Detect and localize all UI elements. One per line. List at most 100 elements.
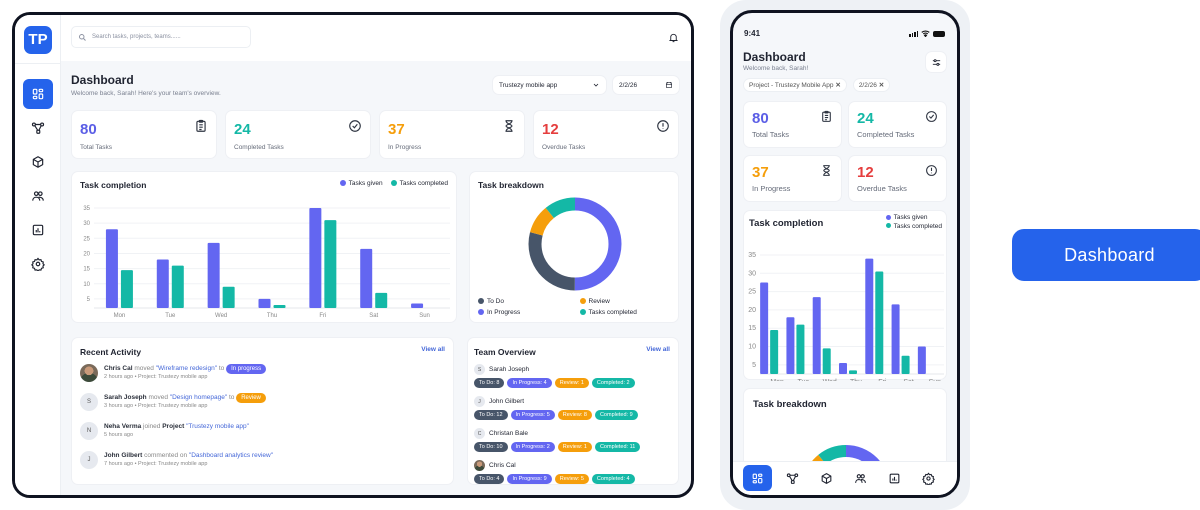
x-tick-label: Sun bbox=[419, 313, 430, 319]
project-select-value: Trustezy mobile app bbox=[499, 81, 558, 89]
search-placeholder: Search tasks, projects, teams...... bbox=[92, 34, 181, 40]
bar-tasks-given bbox=[865, 258, 874, 374]
report-icon bbox=[888, 472, 901, 485]
chart-title: Task completion bbox=[749, 218, 824, 229]
status-count-tag: To Do: 12 bbox=[474, 410, 508, 420]
y-tick-label: 35 bbox=[748, 252, 756, 259]
bell-icon[interactable] bbox=[668, 32, 679, 43]
date-picker[interactable]: 2/2/26 bbox=[612, 75, 680, 95]
x-tick-label: Wed bbox=[215, 313, 227, 319]
x-tick-label: Mon bbox=[114, 313, 126, 319]
close-icon: ✕ bbox=[878, 82, 885, 89]
x-tick-label: Tue bbox=[798, 379, 810, 381]
team-member: Chris Cal To Do: 4 In Progress: 9 Review: … bbox=[474, 460, 635, 484]
stat-label: In Progress bbox=[752, 184, 791, 193]
stat-label: In Progress bbox=[388, 144, 422, 151]
project-select[interactable]: Trustezy mobile app bbox=[492, 75, 607, 95]
filter-chip-project[interactable]: Project - Trustezy Mobile App ✕ bbox=[743, 78, 847, 92]
stat-label: Completed Tasks bbox=[857, 130, 915, 139]
bottom-nav-settings[interactable] bbox=[913, 465, 943, 491]
bar-tasks-given bbox=[156, 259, 169, 308]
stat-label: Overdue Tasks bbox=[542, 144, 586, 151]
sidebar-item-team[interactable] bbox=[23, 181, 53, 211]
clipboard-icon bbox=[194, 119, 208, 133]
signal-icon bbox=[909, 31, 918, 37]
bottom-nav-workflow[interactable] bbox=[777, 465, 807, 491]
status-time: 9:41 bbox=[744, 29, 761, 38]
bottom-nav-dashboard[interactable] bbox=[743, 465, 772, 491]
sidebar-item-settings[interactable] bbox=[23, 249, 53, 279]
slice-tasks-completed bbox=[802, 445, 890, 495]
page-title: Dashboard bbox=[71, 73, 134, 87]
y-tick-label: 5 bbox=[752, 362, 756, 369]
workflow-icon bbox=[31, 121, 45, 135]
slice-to-do bbox=[528, 197, 622, 291]
mobile-page-title: Dashboard bbox=[743, 50, 806, 64]
wifi-icon bbox=[921, 30, 930, 37]
stat-card: 80 Total Tasks bbox=[743, 101, 842, 148]
activity-target-link[interactable]: "Design homepage" bbox=[169, 394, 228, 401]
x-tick-label: Sat bbox=[903, 379, 914, 381]
avatar bbox=[474, 460, 485, 471]
bar-tasks-completed bbox=[171, 265, 184, 308]
activity-item: Chris Cal moved "Wireframe redesign" to … bbox=[80, 364, 267, 382]
stat-card: 80 Total Tasks bbox=[71, 110, 217, 159]
sidebar-item-dashboard[interactable] bbox=[23, 79, 53, 109]
breakdown-legend: To Do Review In Progress Tasks completed bbox=[478, 298, 673, 316]
view-all-team-link[interactable]: View all bbox=[646, 346, 670, 353]
legend-tasks-completed: Tasks completed bbox=[579, 309, 674, 316]
sidebar-item-workflow[interactable] bbox=[23, 113, 53, 143]
stat-label: Total Tasks bbox=[752, 130, 789, 139]
y-tick-label: 35 bbox=[83, 206, 90, 212]
sidebar-item-reports[interactable] bbox=[23, 215, 53, 245]
avatar: J bbox=[474, 396, 485, 407]
bar-chart: 5 10 15 20 25 30 35 Mon Tue Wed Thu Fri Sat Sun bbox=[83, 206, 450, 319]
legend-tasks-completed: Tasks completed bbox=[390, 180, 448, 187]
mobile-page-subtitle: Welcome back, Sarah! bbox=[743, 65, 809, 72]
member-name: Christan Bale bbox=[489, 430, 529, 437]
status-count-tag: In Progress: 9 bbox=[507, 474, 552, 484]
sidebar-item-projects[interactable] bbox=[23, 147, 53, 177]
hourglass-icon bbox=[502, 119, 516, 133]
stat-card: 24 Completed Tasks bbox=[848, 101, 947, 148]
status-count-tag: To Do: 4 bbox=[474, 474, 505, 484]
stat-value: 24 bbox=[234, 121, 251, 138]
bar-tasks-given bbox=[917, 346, 926, 374]
filter-button[interactable] bbox=[925, 51, 947, 73]
status-count-tag: Review: 1 bbox=[557, 442, 592, 452]
stat-card: 37 In Progress bbox=[379, 110, 525, 159]
bottom-nav bbox=[733, 461, 957, 495]
avatar: S bbox=[474, 364, 485, 375]
filter-chip-date[interactable]: 2/2/26 ✕ bbox=[852, 78, 891, 92]
chart-title: Task breakdown bbox=[478, 180, 544, 190]
bar-tasks-given bbox=[786, 317, 795, 374]
report-icon bbox=[31, 223, 45, 237]
stat-label: Completed Tasks bbox=[234, 144, 284, 151]
stat-value: 24 bbox=[857, 110, 874, 127]
bar-tasks-completed bbox=[770, 330, 779, 374]
stat-card: 24 Completed Tasks bbox=[225, 110, 371, 159]
bottom-nav-reports[interactable] bbox=[879, 465, 909, 491]
chart-legend: Tasks given Tasks completed bbox=[339, 180, 448, 187]
dashboard-button[interactable]: Dashboard bbox=[1012, 229, 1200, 281]
team-member: J John Gilbert To Do: 12 In Progress: 5 Rev… bbox=[474, 396, 638, 420]
activity-meta: 5 hours ago bbox=[104, 432, 134, 438]
avatar: N bbox=[80, 422, 98, 440]
search-input[interactable]: Search tasks, projects, teams...... bbox=[71, 26, 251, 48]
activity-item: S Sarah Joseph moved "Design homepage" t… bbox=[80, 393, 266, 411]
activity-target-link[interactable]: "Dashboard analytics review" bbox=[188, 452, 274, 459]
stat-label: Total Tasks bbox=[80, 144, 113, 151]
bottom-nav-team[interactable] bbox=[845, 465, 875, 491]
task-completion-card: Task completion Tasks given Tasks comple… bbox=[71, 171, 457, 323]
bottom-nav-projects[interactable] bbox=[811, 465, 841, 491]
activity-target-link[interactable]: "Wireframe redesign" bbox=[155, 365, 218, 372]
activity-target-link[interactable]: "Trustezy mobile app" bbox=[186, 423, 249, 430]
view-all-activity-link[interactable]: View all bbox=[421, 346, 445, 353]
page-subtitle: Welcome back, Sarah! Here's your team's … bbox=[71, 90, 221, 97]
chevron-down-icon bbox=[592, 81, 600, 89]
check-circle-icon bbox=[348, 119, 362, 133]
desktop-frame: TP Search tasks, projects, teams...... D… bbox=[12, 12, 694, 498]
activity-item: J John Gilbert commented on "Dashboard a… bbox=[80, 451, 273, 469]
stat-value: 12 bbox=[542, 121, 559, 138]
mobile-task-completion-card: Task completion Tasks given Tasks comple… bbox=[743, 210, 947, 381]
